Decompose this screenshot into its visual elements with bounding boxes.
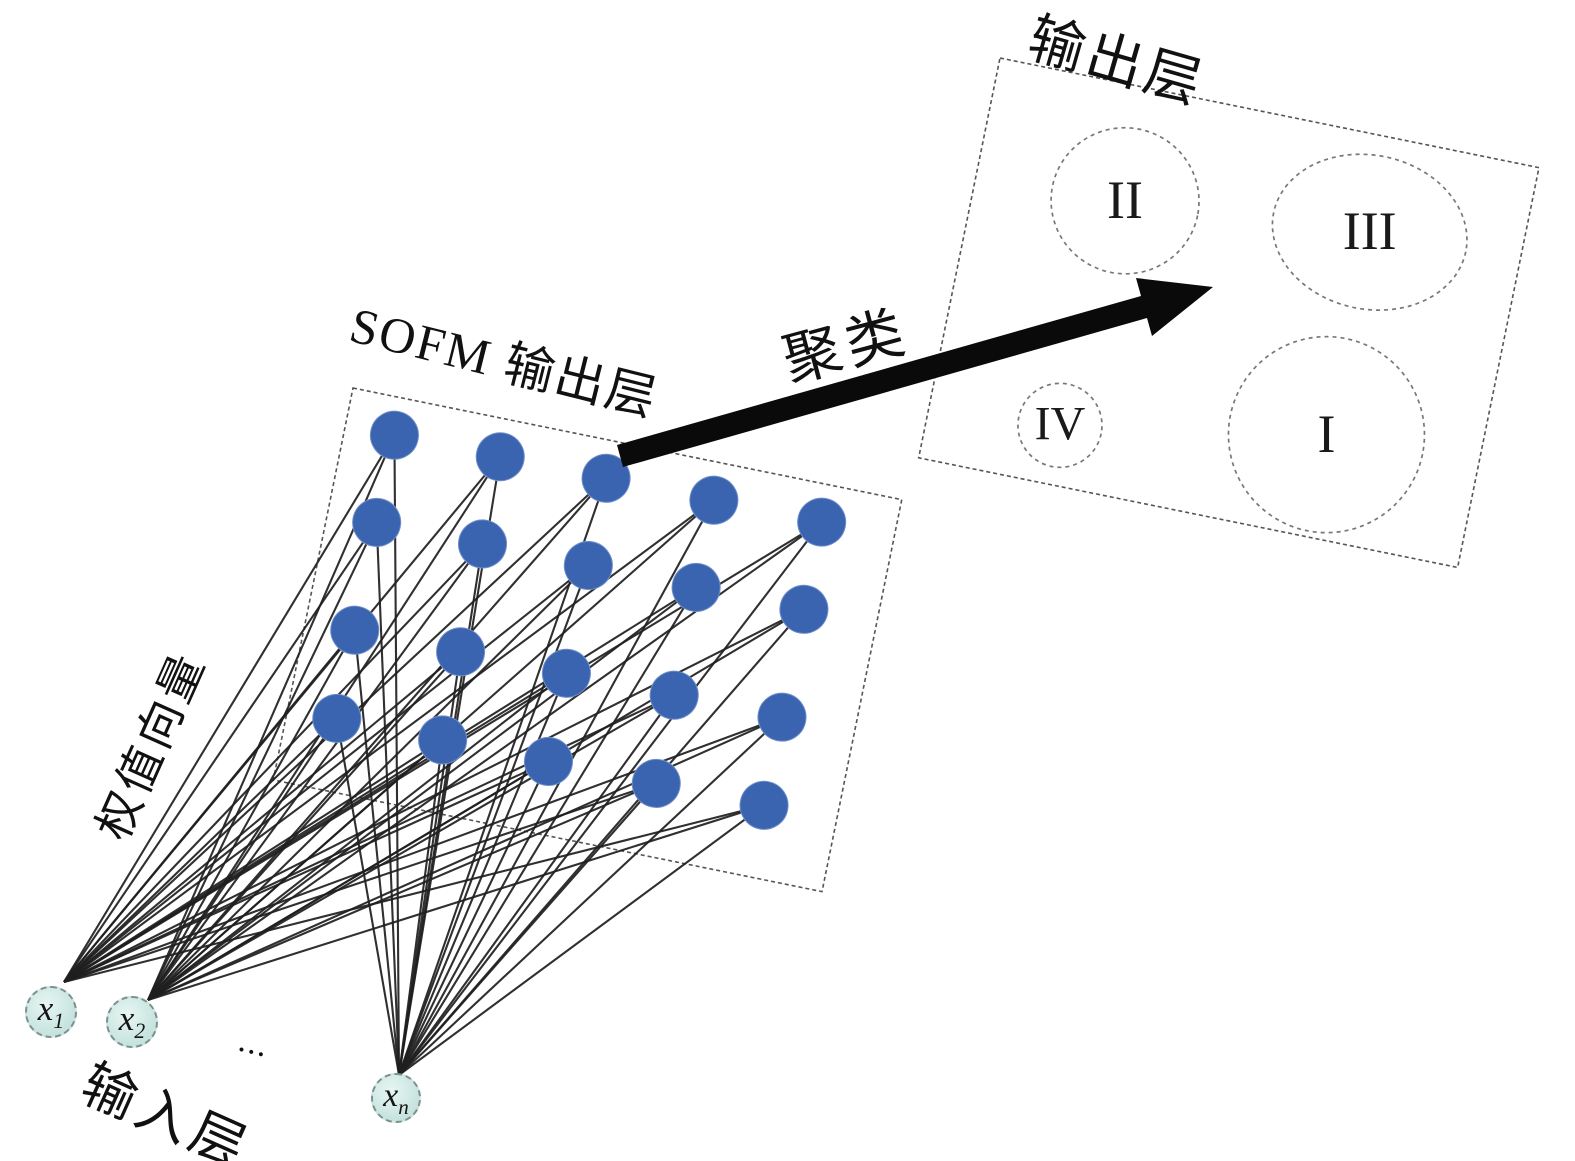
cluster-label-I: I [1317,403,1336,464]
sofm-neuron [757,692,807,742]
weight-line [398,804,765,1076]
weight-line [398,782,658,1076]
weight-line [147,739,444,1001]
sofm-neuron [418,715,468,765]
weight-line [63,672,567,983]
weight-line [375,522,401,1076]
sofm-neuron [649,670,699,720]
weight-lines [63,434,823,1076]
sofm-neurons [312,410,847,830]
sofm-neuron [797,497,847,547]
weight-line [335,718,401,1076]
weight-line [147,564,590,1001]
input-node-x2: x2 [106,996,158,1048]
weight-line [353,630,401,1076]
sofm-neuron [541,648,591,698]
sofm-neuron [779,584,829,634]
weight-line [398,586,698,1076]
weight-line [398,565,590,1076]
cluster-label-IV: IV [1034,397,1086,451]
weight-line [398,521,823,1076]
input-node-xn: xn [371,1073,421,1123]
weight-line [63,434,396,983]
input-node-label: xn [383,1076,409,1119]
sofm-neuron [671,562,721,612]
sofm-neuron [330,605,380,655]
clustering-arrow [617,278,1213,467]
weight-line [63,521,378,983]
weight-line [393,435,401,1076]
weight-line [147,694,675,1001]
sofm-neuron [352,497,402,547]
weight-line [147,716,783,1001]
weight-line [147,760,550,1001]
weight-line [63,717,338,983]
sofm-neuron [436,627,486,677]
weight-line [147,782,657,1001]
weight-line [147,521,378,1001]
cluster-label-III: III [1342,200,1397,261]
cluster-circle-II [1050,126,1200,275]
sofm-neuron [458,519,508,569]
cluster-circle-IV [1017,382,1103,469]
cluster-label-II: II [1107,169,1144,230]
weight-line [398,499,715,1076]
weight-line [147,651,462,1001]
cluster-circle-I [1227,335,1426,534]
weight-line [147,521,823,1001]
weight-line [147,586,697,1001]
input-node-x1: x1 [25,986,77,1038]
weight-line [147,629,356,1001]
sofm-neuron [631,758,681,808]
weight-line [63,564,589,983]
weight-line [397,739,444,1076]
weight-line [63,694,675,983]
cluster-circle-III [1271,153,1468,311]
weight-line [147,543,484,1001]
weight-line [398,694,676,1076]
sofm-neuron [312,693,362,743]
weight-line [63,543,484,983]
weight-line [63,760,549,983]
sofm-neuron [475,432,525,482]
sofm-neuron [523,736,573,786]
sofm-neuron [563,540,613,590]
weight-line [63,629,356,983]
sofm-neuron [581,453,631,503]
sofm-neuron [739,780,789,830]
weight-line [63,650,462,983]
weight-line [147,804,765,1002]
input-node-label: x1 [37,989,65,1034]
weight-line [63,739,444,983]
weight-line [398,716,783,1076]
sofm-neuron [369,410,419,460]
weight-line [147,717,338,1001]
output-layer-rect [917,57,1540,569]
sofm-neuron [689,475,739,525]
input-node-label: x2 [118,999,146,1044]
weight-line [398,761,550,1076]
weight-line [147,477,607,1001]
